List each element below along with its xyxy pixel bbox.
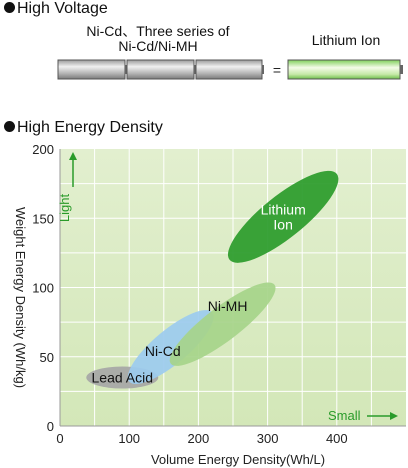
x-axis-title: Volume Energy Density(Wh/L) — [151, 452, 325, 467]
y-tick-label: 100 — [32, 281, 54, 296]
y-tick-label: 150 — [32, 211, 54, 226]
battery-diagram: = — [57, 59, 403, 80]
y-tick-label: 0 — [47, 419, 54, 434]
y-axis-title: Weight Energy Density (Wh/kg) — [13, 207, 28, 388]
nicd-cell — [57, 59, 127, 80]
nicd-cell — [195, 59, 264, 80]
high-energy-heading-text: High Energy Density — [17, 119, 163, 136]
light-annotation: Light — [57, 194, 72, 223]
x-tick-label: 400 — [326, 431, 348, 446]
ni-cd-label: Ni-Cd — [145, 343, 181, 359]
lead-acid-label: Lead Acid — [92, 370, 154, 386]
bullet-icon — [4, 2, 15, 13]
three-series-label-line1: Ni-Cd、Three series of — [86, 23, 230, 39]
x-tick-label: 300 — [257, 431, 279, 446]
high-energy-heading: High Energy Density — [4, 119, 163, 137]
small-arrow-head — [390, 412, 398, 420]
lithium-ion-label: Ion — [273, 216, 292, 232]
x-tick-label: 200 — [188, 431, 210, 446]
x-tick-label: 0 — [56, 431, 63, 446]
nicd-cell — [126, 59, 196, 80]
lithium-ion-cell — [287, 59, 403, 80]
y-tick-label: 200 — [32, 142, 54, 157]
high-voltage-heading-text: High Voltage — [17, 0, 108, 17]
ni-mh-region — [169, 282, 276, 366]
lithium-ion-label: Lithium — [261, 201, 306, 217]
small-annotation: Small — [328, 408, 361, 423]
x-tick-label: 100 — [118, 431, 140, 446]
light-arrow-head — [69, 152, 77, 160]
equals-sign: = — [273, 62, 281, 78]
lithium-ion-region — [227, 170, 339, 263]
ni-mh-label: Ni-MH — [208, 298, 248, 314]
three-series-label-line2: Ni-Cd/Ni-MH — [118, 38, 198, 54]
lithium-ion-label: Lithium Ion — [311, 32, 381, 48]
high-voltage-heading: High Voltage — [4, 0, 108, 18]
y-tick-label: 50 — [40, 350, 54, 365]
bullet-icon — [4, 121, 15, 132]
